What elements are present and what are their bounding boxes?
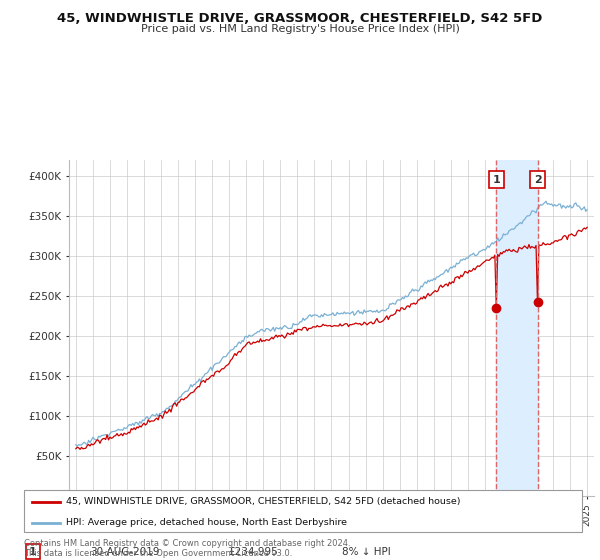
Text: HPI: Average price, detached house, North East Derbyshire: HPI: Average price, detached house, Nort… <box>66 518 347 528</box>
Text: Contains HM Land Registry data © Crown copyright and database right 2024.
This d: Contains HM Land Registry data © Crown c… <box>24 539 350 558</box>
Text: 45, WINDWHISTLE DRIVE, GRASSMOOR, CHESTERFIELD, S42 5FD (detached house): 45, WINDWHISTLE DRIVE, GRASSMOOR, CHESTE… <box>66 497 460 506</box>
Text: 30-AUG-2019: 30-AUG-2019 <box>90 547 160 557</box>
Text: 8% ↓ HPI: 8% ↓ HPI <box>342 547 391 557</box>
Text: 1: 1 <box>493 175 500 185</box>
Text: 1: 1 <box>29 547 37 557</box>
Bar <box>496 160 538 496</box>
Text: 2: 2 <box>534 175 541 185</box>
Text: Price paid vs. HM Land Registry's House Price Index (HPI): Price paid vs. HM Land Registry's House … <box>140 24 460 34</box>
FancyBboxPatch shape <box>24 490 582 532</box>
Text: 45, WINDWHISTLE DRIVE, GRASSMOOR, CHESTERFIELD, S42 5FD: 45, WINDWHISTLE DRIVE, GRASSMOOR, CHESTE… <box>58 12 542 25</box>
Text: £234,995: £234,995 <box>228 547 278 557</box>
